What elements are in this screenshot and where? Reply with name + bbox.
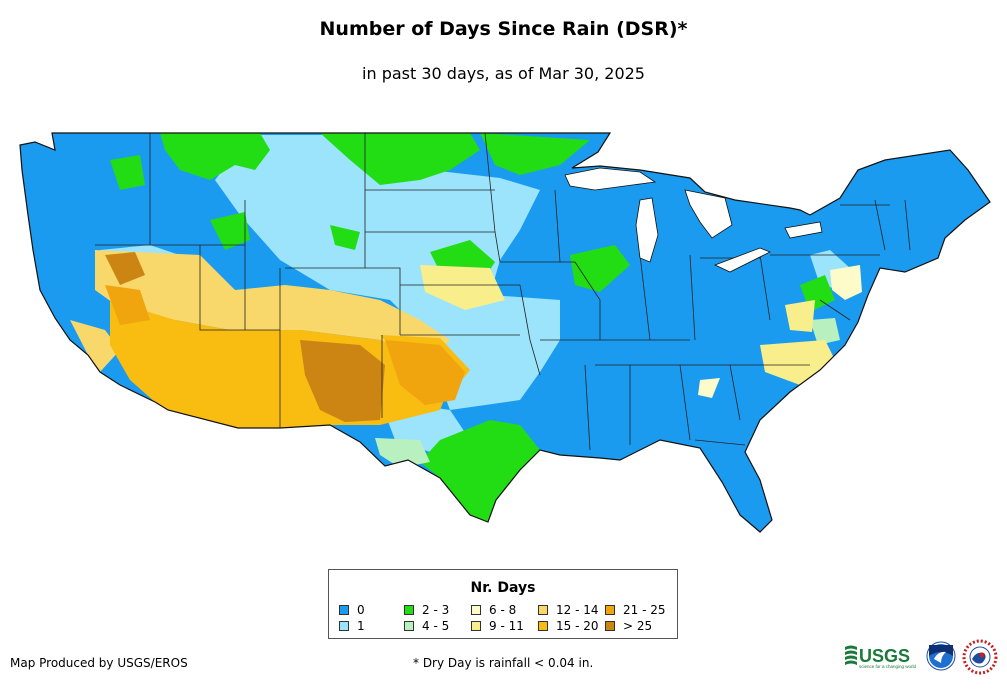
map-subtitle: in past 30 days, as of Mar 30, 2025: [362, 64, 645, 83]
dsr-zone-6-8-days: [698, 378, 720, 398]
legend-label: 2 - 3: [422, 603, 450, 617]
legend-label: 4 - 5: [422, 619, 450, 633]
lake-superior: [564, 167, 657, 191]
dsr-zone-9-11-days: [760, 340, 835, 385]
usgs-logo: USGS science for a changing world: [845, 645, 917, 669]
lake-erie: [713, 247, 771, 273]
dsr-zone-2-3-days: [320, 133, 480, 185]
legend-label: 0: [357, 603, 365, 617]
dsr-zone-1-day: [215, 135, 560, 410]
legend-swatch: [605, 621, 615, 631]
legend-swatch: [339, 605, 349, 615]
legend-label: 21 - 25: [623, 603, 666, 617]
dsr-zone-4-5-days: [810, 318, 840, 345]
map-credit: Map Produced by USGS/EROS: [10, 656, 188, 670]
dsr-zone-9-11-days: [420, 265, 505, 310]
great-lakes: [564, 167, 823, 273]
legend-label: 12 - 14: [556, 603, 599, 617]
legend-label: 9 - 11: [489, 619, 524, 633]
us-outline: [19, 132, 991, 533]
legend-swatch: [404, 621, 414, 631]
lake-huron: [684, 189, 733, 239]
legend-swatch: [404, 605, 414, 615]
dsr-zone-6-8-days: [830, 265, 862, 300]
usgs-wordmark: USGS: [859, 646, 910, 666]
dsr-zone-21-25-days: [385, 340, 465, 405]
nws-logo: [962, 639, 998, 675]
dsr-zone-12-14-days: [95, 250, 450, 360]
dsr-zone-2-3-days: [420, 420, 540, 522]
legend-swatch: [538, 621, 548, 631]
dsr-zone-9-11-days: [785, 300, 815, 332]
legend-swatch: [339, 621, 349, 631]
dsr-zone-4-5-days: [375, 438, 430, 468]
dsr-zone-2-3-days: [160, 133, 270, 180]
dsr-zone-12-14-days: [70, 320, 120, 372]
state-boundaries: [95, 132, 911, 451]
map-title: Number of Days Since Rain (DSR)*: [319, 18, 688, 40]
legend-label: 15 - 20: [556, 619, 599, 633]
dsr-zone-2-3-days: [210, 212, 250, 250]
dsr-zone-over-25-days: [300, 340, 385, 422]
noaa-logo: [926, 641, 956, 671]
legend-swatch: [471, 621, 481, 631]
lake-ontario: [784, 221, 823, 239]
legend: Nr. Days 0 1 2 - 3 4 - 5 6 - 8 9 - 11 12…: [328, 569, 678, 639]
legend-label: 1: [357, 619, 365, 633]
legend-label: > 25: [623, 619, 653, 633]
legend-title: Nr. Days: [470, 580, 536, 596]
dsr-zone-2-3-days: [330, 225, 360, 250]
dsr-zone-2-3-days: [480, 133, 590, 175]
legend-swatch: [471, 605, 481, 615]
usgs-tagline: science for a changing world: [859, 664, 917, 669]
dsr-zone-21-25-days: [105, 285, 150, 325]
legend-swatch: [538, 605, 548, 615]
legend-swatch: [605, 605, 615, 615]
dry-day-note: * Dry Day is rainfall < 0.04 in.: [413, 656, 594, 670]
dsr-zone-2-3-days: [570, 245, 630, 292]
dsr-zone-over-25-days: [105, 252, 145, 285]
usgs-wave-icon: [845, 645, 857, 665]
lake-michigan: [635, 197, 659, 263]
legend-label: 6 - 8: [489, 603, 517, 617]
dsr-zone-2-3-days: [110, 155, 145, 190]
